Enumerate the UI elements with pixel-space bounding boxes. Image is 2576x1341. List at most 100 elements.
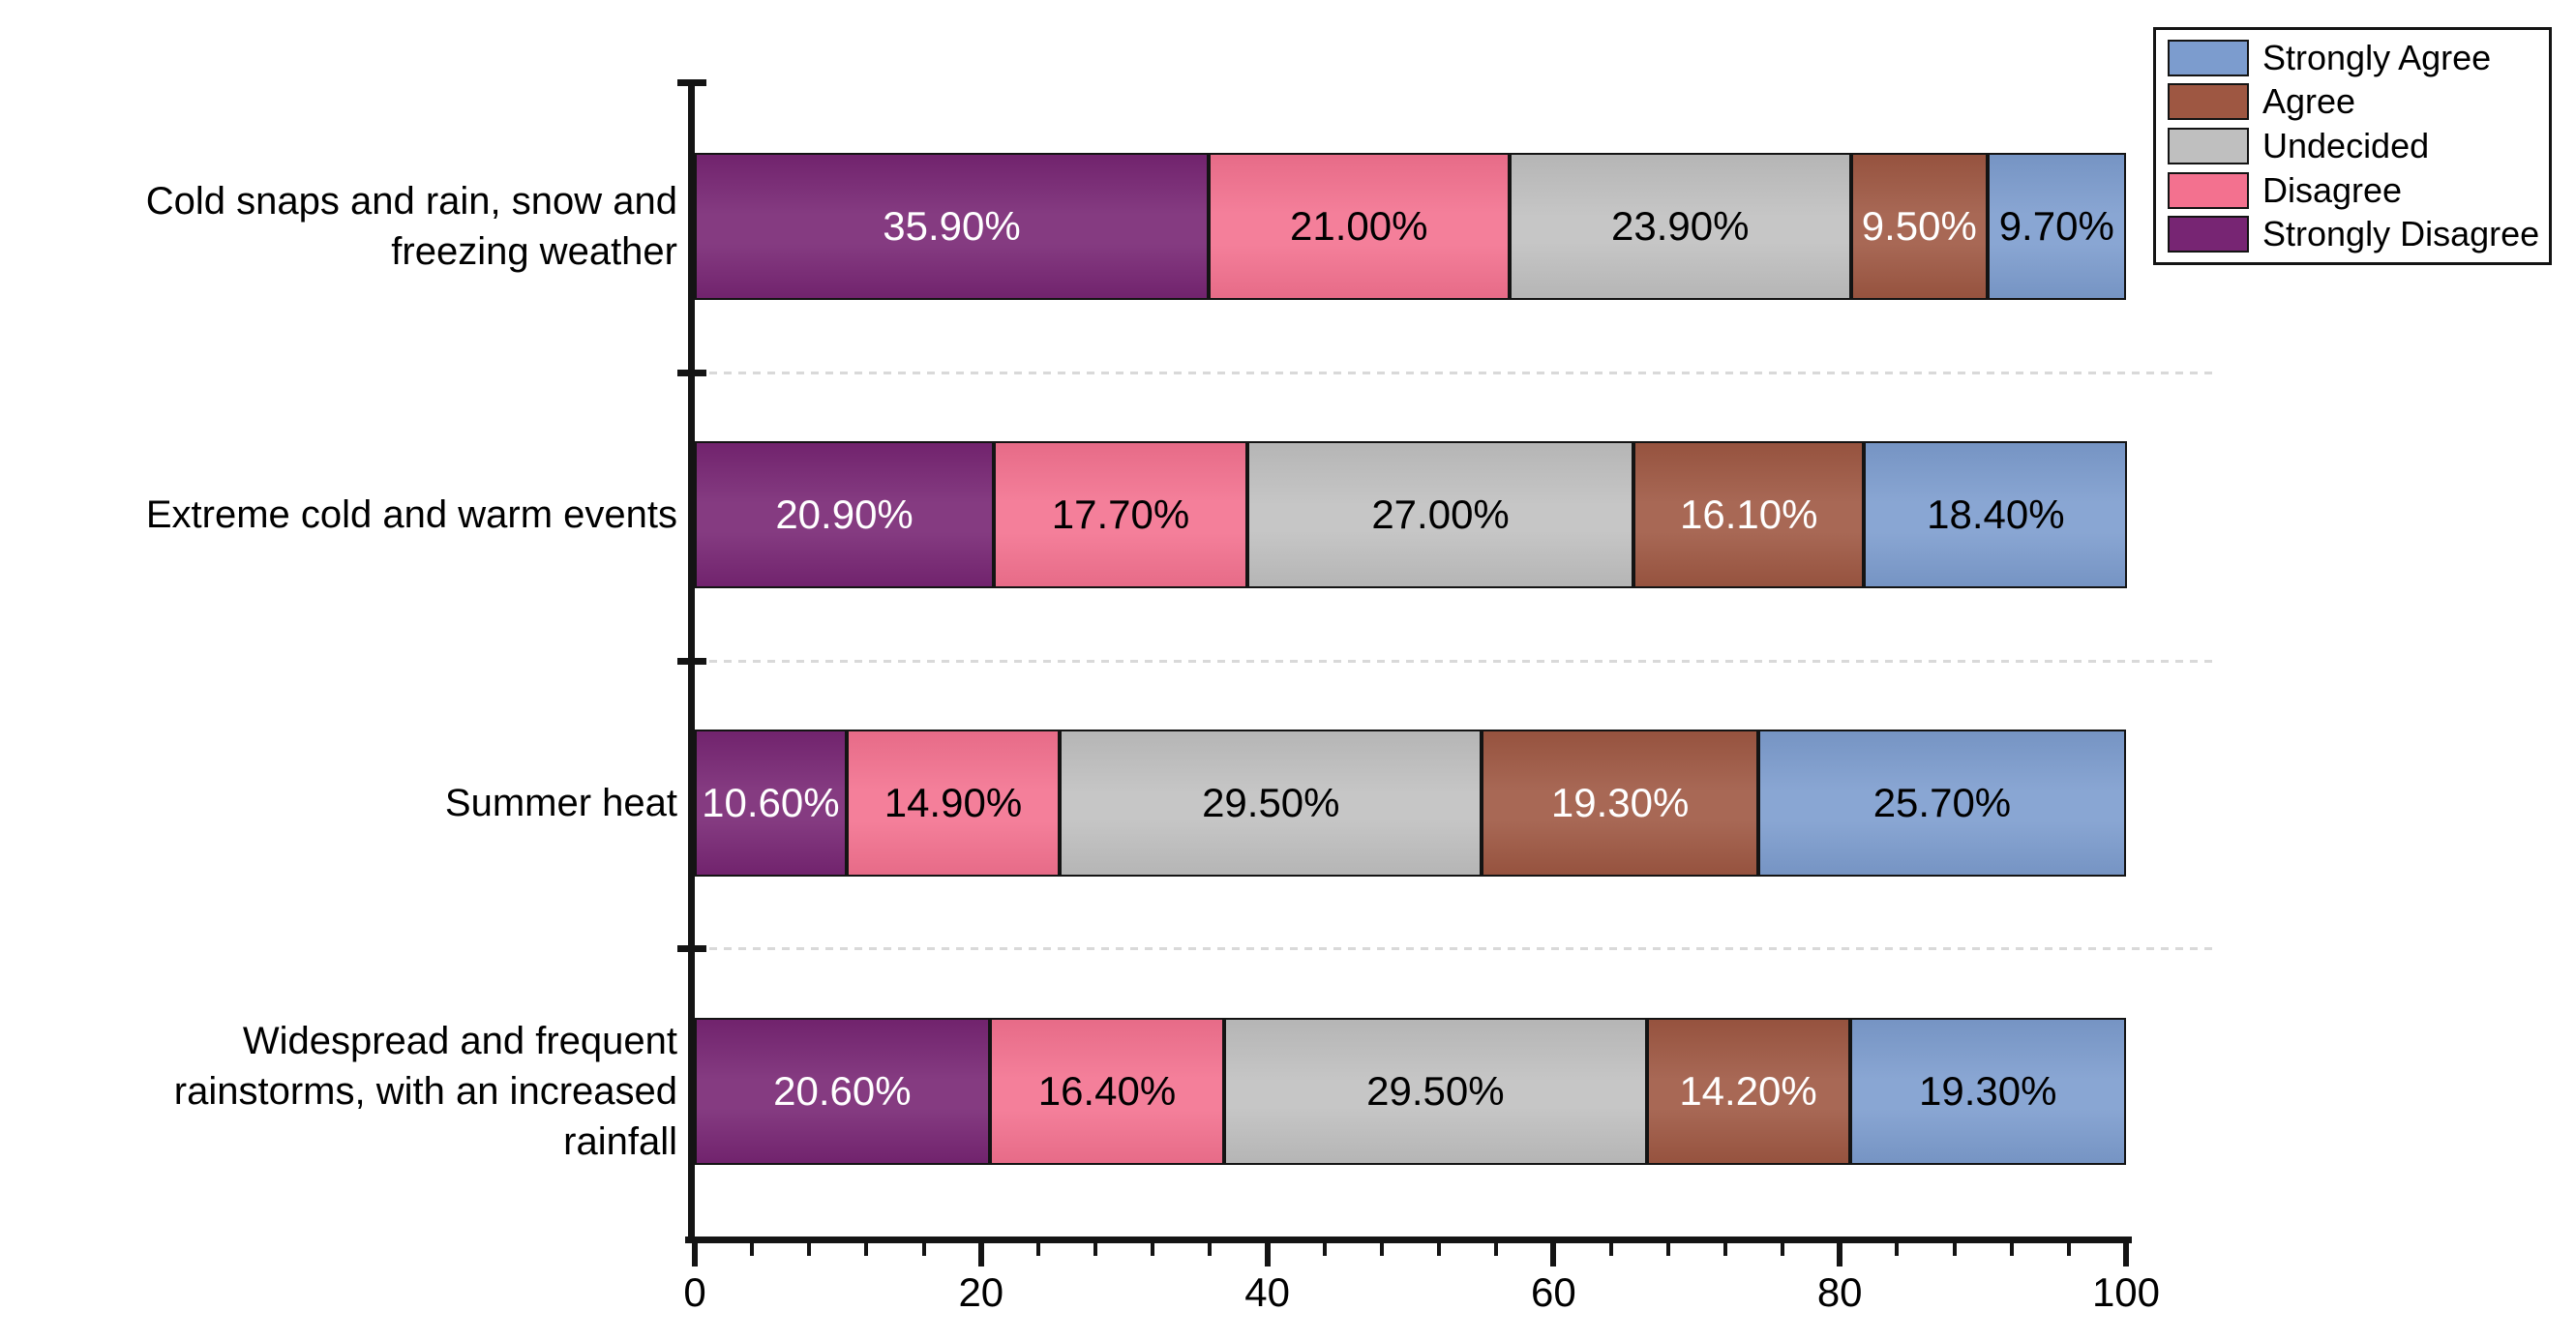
x-axis-line bbox=[685, 1237, 2132, 1243]
bar-segment: 17.70% bbox=[994, 441, 1247, 588]
bar-value-label: 27.00% bbox=[1371, 492, 1510, 537]
bar-value-label: 29.50% bbox=[1202, 780, 1340, 825]
x-axis-minor-tick bbox=[2009, 1243, 2014, 1256]
x-axis-minor-tick bbox=[1722, 1243, 1727, 1256]
bar-segment: 16.40% bbox=[989, 1018, 1225, 1165]
x-axis-minor-tick bbox=[1608, 1243, 1613, 1256]
x-axis-minor-tick bbox=[921, 1243, 926, 1256]
bar-value-label: 29.50% bbox=[1366, 1068, 1505, 1114]
x-axis-minor-tick bbox=[1151, 1243, 1155, 1256]
bar-segment: 18.40% bbox=[1864, 441, 2128, 588]
legend-item: Strongly Agree bbox=[2168, 38, 2549, 78]
y-axis-tick bbox=[677, 79, 706, 86]
x-tick-label: 60 bbox=[1531, 1269, 1576, 1315]
x-tick-label: 40 bbox=[1244, 1269, 1290, 1315]
bar-segment: 21.00% bbox=[1208, 153, 1510, 300]
legend-color-swatch bbox=[2168, 171, 2249, 209]
x-axis-minor-tick bbox=[864, 1243, 869, 1256]
bar-segment: 35.90% bbox=[695, 153, 1209, 300]
x-axis-major-tick bbox=[1264, 1243, 1271, 1266]
x-axis-minor-tick bbox=[1781, 1243, 1785, 1256]
bar-segment: 23.90% bbox=[1509, 153, 1852, 300]
bar-value-label: 16.10% bbox=[1680, 492, 1818, 537]
bar-segment: 20.90% bbox=[695, 441, 995, 588]
legend-item: Disagree bbox=[2168, 170, 2549, 211]
y-axis-tick bbox=[677, 658, 706, 665]
legend-item: Strongly Disagree bbox=[2168, 214, 2549, 254]
x-axis-minor-tick bbox=[2066, 1243, 2071, 1256]
bar-segment: 19.30% bbox=[1482, 730, 1758, 877]
bar-segment: 14.20% bbox=[1646, 1018, 1850, 1165]
bar-segment: 25.70% bbox=[1757, 730, 2126, 877]
x-tick-label: 80 bbox=[1816, 1269, 1863, 1315]
category-label: Summer heat bbox=[444, 782, 677, 824]
bar-segment: 19.30% bbox=[1849, 1018, 2126, 1165]
bar-value-label: 20.90% bbox=[775, 492, 914, 537]
x-axis-minor-tick bbox=[1437, 1243, 1442, 1256]
bar-value-label: 18.40% bbox=[1927, 492, 2065, 537]
legend-color-swatch bbox=[2168, 127, 2249, 164]
bar-value-label: 16.40% bbox=[1037, 1068, 1177, 1114]
x-axis-minor-tick bbox=[1494, 1243, 1499, 1256]
bar-value-label: 25.70% bbox=[1872, 780, 2012, 825]
bar-value-label: 35.90% bbox=[883, 203, 1021, 249]
bar-value-label: 23.90% bbox=[1611, 203, 1750, 249]
legend-item: Undecided bbox=[2168, 126, 2549, 166]
legend-label: Disagree bbox=[2262, 169, 2403, 210]
legend-color-swatch bbox=[2168, 83, 2249, 121]
bar-segment: 14.90% bbox=[846, 730, 1061, 877]
x-axis-minor-tick bbox=[1665, 1243, 1670, 1256]
bar-value-label: 20.60% bbox=[773, 1068, 912, 1114]
legend-label: Undecided bbox=[2262, 125, 2430, 165]
bar-segment: 29.50% bbox=[1060, 730, 1483, 877]
x-axis-major-tick bbox=[2123, 1243, 2129, 1266]
x-axis-major-tick bbox=[977, 1243, 984, 1266]
x-tick-label: 20 bbox=[958, 1269, 1004, 1315]
x-axis-minor-tick bbox=[1952, 1243, 1957, 1256]
x-axis-minor-tick bbox=[1093, 1243, 1098, 1256]
bar-segment: 16.10% bbox=[1633, 441, 1865, 588]
x-axis-major-tick bbox=[692, 1243, 698, 1266]
x-axis-minor-tick bbox=[750, 1243, 755, 1256]
bar-value-label: 9.50% bbox=[1861, 203, 1977, 249]
bar-segment: 10.60% bbox=[695, 730, 847, 877]
legend-label: Strongly Agree bbox=[2262, 37, 2492, 77]
bar-segment: 27.00% bbox=[1246, 441, 1634, 588]
category-label: Extreme cold and warm events bbox=[145, 493, 677, 536]
bar-value-label: 19.30% bbox=[1550, 780, 1690, 825]
bar-segment: 29.50% bbox=[1224, 1018, 1647, 1165]
legend-label: Agree bbox=[2262, 81, 2356, 122]
category-separator-gridline bbox=[695, 947, 2216, 950]
x-axis-minor-tick bbox=[1322, 1243, 1327, 1256]
legend-color-swatch bbox=[2168, 216, 2249, 253]
x-axis-minor-tick bbox=[1895, 1243, 1900, 1256]
legend-label: Strongly Disagree bbox=[2262, 214, 2540, 254]
x-axis-major-tick bbox=[1550, 1243, 1557, 1266]
category-label: Cold snaps and rain, snow and freezing w… bbox=[145, 180, 677, 273]
bar-value-label: 14.20% bbox=[1679, 1068, 1817, 1114]
bar-value-label: 17.70% bbox=[1051, 492, 1190, 537]
legend-color-swatch bbox=[2168, 39, 2249, 76]
x-tick-label: 0 bbox=[683, 1269, 706, 1315]
x-axis-minor-tick bbox=[1208, 1243, 1213, 1256]
x-tick-label: 100 bbox=[2091, 1269, 2161, 1315]
x-axis-minor-tick bbox=[1379, 1243, 1384, 1256]
bar-value-label: 21.00% bbox=[1290, 203, 1428, 249]
x-axis-minor-tick bbox=[807, 1243, 812, 1256]
bar-segment: 9.50% bbox=[1851, 153, 1988, 300]
bar-value-label: 10.60% bbox=[702, 780, 840, 825]
category-label: Widespread and frequent rainstorms, with… bbox=[173, 1020, 677, 1163]
bar-value-label: 19.30% bbox=[1919, 1068, 2057, 1114]
category-separator-gridline bbox=[695, 372, 2216, 374]
y-axis-tick bbox=[677, 370, 706, 376]
legend-item: Agree bbox=[2168, 81, 2549, 122]
y-axis-tick bbox=[677, 945, 706, 952]
bar-value-label: 14.90% bbox=[884, 780, 1023, 825]
x-axis-major-tick bbox=[1837, 1243, 1843, 1266]
category-separator-gridline bbox=[695, 660, 2216, 663]
legend: Strongly Agree Agree Undecided Disagree Stro… bbox=[2153, 27, 2552, 265]
x-axis-minor-tick bbox=[1035, 1243, 1040, 1256]
bar-segment: 9.70% bbox=[1987, 153, 2126, 300]
bar-value-label: 9.70% bbox=[1998, 203, 2114, 249]
